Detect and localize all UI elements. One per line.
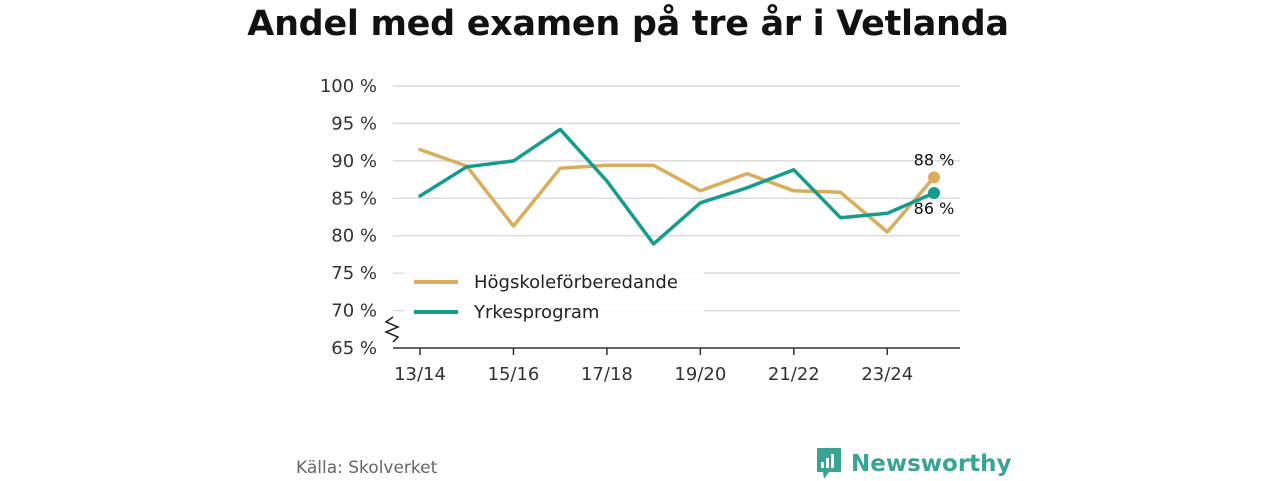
x-tick-label: 15/16 [488, 364, 540, 385]
y-tick-label: 75 % [331, 263, 377, 284]
legend-label: Högskoleförberedande [474, 272, 678, 293]
y-tick-label: 100 % [320, 76, 377, 97]
y-tick-label: 85 % [331, 188, 377, 209]
x-tick-label: 17/18 [581, 364, 633, 385]
series-line-yrkesprogram [418, 127, 936, 246]
line-chart: 65 % 70 % 75 % 80 % 85 % 90 % 95 % 100 % 13/14 15… [320, 76, 960, 385]
end-value-label: 86 % [914, 199, 955, 218]
y-tick-label: 65 % [331, 338, 377, 359]
end-value-label: 88 % [914, 150, 955, 169]
legend-label: Yrkesprogram [473, 302, 599, 323]
x-tick-label: 23/24 [861, 364, 913, 385]
x-tick-label: 21/22 [768, 364, 820, 385]
y-tick-label: 95 % [331, 113, 377, 134]
legend-box [404, 268, 704, 328]
brand-name: Newsworthy [851, 451, 1012, 477]
series-line-hogskoleforberedande [418, 147, 936, 234]
series-end-marker [928, 171, 940, 184]
series-end-marker [928, 187, 940, 200]
y-tick-label: 70 % [331, 301, 377, 322]
chart-title: Andel med examen på tre år i Vetlanda [247, 4, 1009, 44]
source-note: Källa: Skolverket [296, 458, 438, 478]
y-tick-label: 90 % [331, 151, 377, 172]
y-tick-label: 80 % [331, 226, 377, 247]
brand-logo[interactable]: Newsworthy [815, 447, 1012, 481]
x-tick-label: 19/20 [674, 364, 726, 385]
newsworthy-logo-icon [817, 448, 841, 479]
axis-break-icon [384, 316, 400, 343]
x-tick-label: 13/14 [394, 364, 446, 385]
